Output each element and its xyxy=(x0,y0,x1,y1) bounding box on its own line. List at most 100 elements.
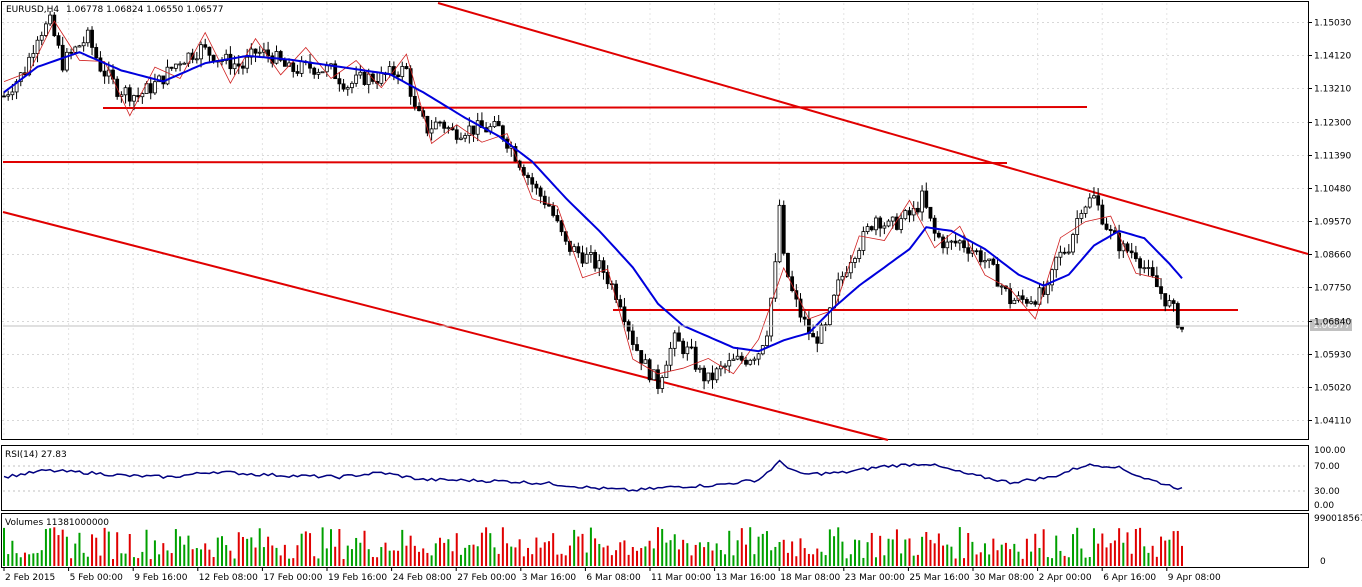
candle-bull xyxy=(911,207,916,216)
price-tick-label: 1.12300 xyxy=(1314,119,1351,129)
rsi-line xyxy=(3,459,1183,492)
candle-bear xyxy=(90,29,94,48)
time-tick-label: 13 Mar 16:00 xyxy=(716,573,776,583)
candle-bull xyxy=(81,42,86,47)
candle-bear xyxy=(798,298,803,318)
candle-bull xyxy=(660,377,665,389)
candle-bull xyxy=(77,45,82,48)
resistance-line-middle[interactable] xyxy=(2,161,1008,164)
candle-bear xyxy=(966,247,971,254)
price-tick-label: 1.09570 xyxy=(1314,218,1351,228)
time-tick-label: 27 Feb 00:00 xyxy=(457,573,516,583)
candle-bear xyxy=(563,231,568,242)
candle-bear xyxy=(953,240,958,244)
candle-bull xyxy=(706,372,711,382)
candle-bull xyxy=(882,225,887,229)
candle-bear xyxy=(786,252,790,278)
volume-bars xyxy=(3,527,1183,566)
candle-bull xyxy=(35,39,40,54)
candle-bull xyxy=(949,240,954,243)
candle-bear xyxy=(555,215,560,222)
candle-bull xyxy=(874,217,878,231)
candle-bear xyxy=(1062,251,1067,254)
candle-bull xyxy=(1016,295,1021,301)
candle-bull xyxy=(475,120,480,135)
candle-bear xyxy=(1096,195,1101,206)
candle-bull xyxy=(182,62,187,65)
candle-bear xyxy=(2,95,6,98)
zigzag-line xyxy=(3,20,1162,375)
candle-bull xyxy=(723,365,727,368)
candle-bear xyxy=(337,78,342,85)
candle-bull xyxy=(48,14,53,25)
candle-bear xyxy=(639,350,644,364)
time-tick-label: 19 Feb 16:00 xyxy=(328,573,387,583)
candle-bear xyxy=(517,160,522,168)
candle-bear xyxy=(521,167,526,176)
candle-bear xyxy=(677,332,681,342)
candle-bear xyxy=(69,51,73,54)
candle-bear xyxy=(241,65,245,69)
candle-bear xyxy=(1159,286,1163,294)
candle-bull xyxy=(1079,213,1084,219)
price-tick-label: 1.05930 xyxy=(1314,351,1351,361)
candle-bull xyxy=(433,121,438,130)
candle-bull xyxy=(199,44,203,60)
rsi-tick-30: 30.00 xyxy=(1314,487,1340,497)
candle-bull xyxy=(731,358,736,361)
candle-bull xyxy=(765,335,769,346)
candle-bear xyxy=(396,74,400,78)
price-tick-label: 1.13210 xyxy=(1314,85,1351,95)
candle-bear xyxy=(102,70,107,77)
time-tick-label: 9 Feb 16:00 xyxy=(134,573,188,583)
candle-bear xyxy=(1171,300,1176,304)
candle-bear xyxy=(630,330,635,345)
candle-bull xyxy=(827,307,832,326)
candle-bull xyxy=(1045,284,1050,295)
candle-bull xyxy=(446,127,451,130)
upper-channel-line[interactable] xyxy=(437,2,1309,255)
candle-bear xyxy=(203,44,208,48)
candle-bear xyxy=(962,240,966,249)
candle-bull xyxy=(983,260,987,263)
candle-bear xyxy=(417,105,421,112)
candle-bull xyxy=(1071,234,1075,253)
candle-bear xyxy=(580,252,585,264)
candle-bear xyxy=(1020,295,1025,300)
candle-bull xyxy=(459,137,463,140)
candle-bull xyxy=(44,23,48,36)
candle-bear xyxy=(710,372,715,381)
candle-bear xyxy=(656,369,660,389)
time-tick-label: 2 Feb 2015 xyxy=(5,573,55,583)
candle-bull xyxy=(132,95,136,102)
candle-bear xyxy=(794,290,799,300)
candle-bear xyxy=(1104,223,1109,230)
candle-bear xyxy=(815,336,820,344)
ohlc-header: 1.06778 1.06824 1.06550 1.06577 xyxy=(66,5,223,15)
candle-bull xyxy=(840,275,845,281)
candle-bull xyxy=(463,135,468,139)
candle-bear xyxy=(438,121,442,124)
time-tick-label: 23 Mar 00:00 xyxy=(845,573,905,583)
resistance-line-upper[interactable] xyxy=(102,106,1088,109)
candle-bull xyxy=(1142,267,1147,270)
candle-bear xyxy=(614,283,618,300)
candle-bear xyxy=(542,195,547,205)
candle-bear xyxy=(811,333,815,338)
candle-bear xyxy=(681,340,686,355)
volume-tick-zero: 0 xyxy=(1320,557,1326,567)
candle-bull xyxy=(987,258,992,261)
candle-bear xyxy=(689,346,694,349)
candle-bull xyxy=(249,48,254,58)
candle-bear xyxy=(1163,293,1168,307)
candle-bear xyxy=(534,183,539,189)
candle-bull xyxy=(316,71,321,75)
candle-bear xyxy=(278,51,283,61)
candle-bear xyxy=(744,359,748,365)
symbol-header: EURUSD,H4 xyxy=(6,5,59,15)
price-tick-label: 1.14120 xyxy=(1314,52,1351,62)
candle-bear xyxy=(341,83,346,90)
price-tick-label: 1.11390 xyxy=(1314,152,1351,162)
candle-bear xyxy=(702,367,706,382)
candle-bear xyxy=(513,146,518,162)
